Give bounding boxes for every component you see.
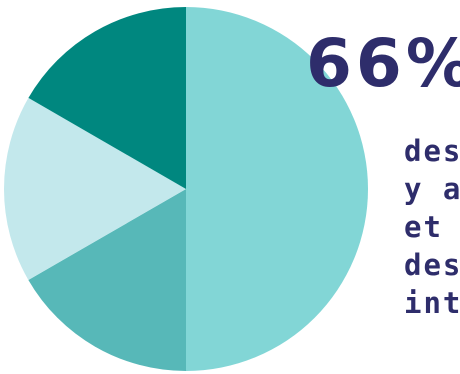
caption-line-2: y a — [404, 170, 460, 208]
caption-line-5: int — [404, 284, 460, 322]
caption-text: des y a et d des int — [404, 132, 460, 322]
caption-line-4: des — [404, 246, 460, 284]
caption-line-3: et d — [404, 208, 460, 246]
stat-percentage: 66% — [306, 28, 460, 100]
caption-line-1: des — [404, 132, 460, 170]
